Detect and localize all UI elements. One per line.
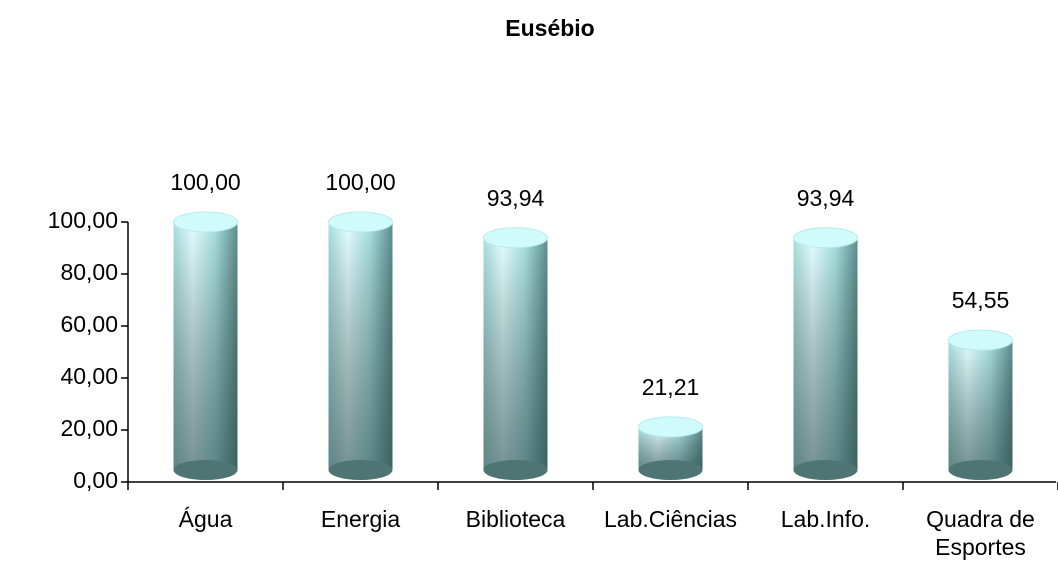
y-tick-label: 100,00 [48, 207, 118, 233]
bar [948, 329, 1013, 480]
bar [328, 211, 393, 480]
y-tick-label: 20,00 [60, 415, 118, 441]
bar-bottom [638, 460, 703, 480]
bar-shade [328, 222, 393, 470]
x-tick-label: Biblioteca [465, 506, 566, 532]
x-tick-label: Água [178, 506, 233, 532]
value-label: 21,21 [642, 374, 700, 400]
y-tick-label: 0,00 [73, 467, 118, 493]
chart-title: Eusébio [505, 15, 594, 41]
bar-shade [483, 237, 548, 470]
bar-bottom [173, 460, 238, 480]
bar [483, 227, 548, 480]
bar [173, 211, 238, 480]
value-label: 100,00 [170, 169, 240, 195]
value-label: 100,00 [325, 169, 395, 195]
value-label: 93,94 [797, 185, 855, 211]
bar-shade [948, 340, 1013, 470]
bar-shade [793, 237, 858, 470]
bar [638, 416, 703, 480]
x-tick-label: Lab.Info. [780, 506, 871, 532]
value-label: 93,94 [487, 185, 545, 211]
y-tick-label: 60,00 [60, 311, 118, 337]
bar-bottom [948, 460, 1013, 480]
bar-bottom [328, 460, 393, 480]
bar-bottom [793, 460, 858, 480]
bar-shade [173, 222, 238, 470]
x-tick-label: Energia [320, 506, 401, 532]
y-tick-label: 40,00 [60, 363, 118, 389]
bar-top [948, 329, 1013, 351]
bar-top [328, 211, 393, 233]
bar-top [173, 211, 238, 233]
x-tick-label: Lab.Ciências [604, 506, 737, 532]
y-tick-label: 80,00 [60, 259, 118, 285]
bar-top [483, 227, 548, 249]
x-tick-label: Quadra de Esportes [926, 506, 1035, 560]
bar-top [638, 416, 703, 438]
bar [793, 227, 858, 480]
bar-bottom [483, 460, 548, 480]
value-label: 54,55 [952, 287, 1010, 313]
bar-top [793, 227, 858, 249]
